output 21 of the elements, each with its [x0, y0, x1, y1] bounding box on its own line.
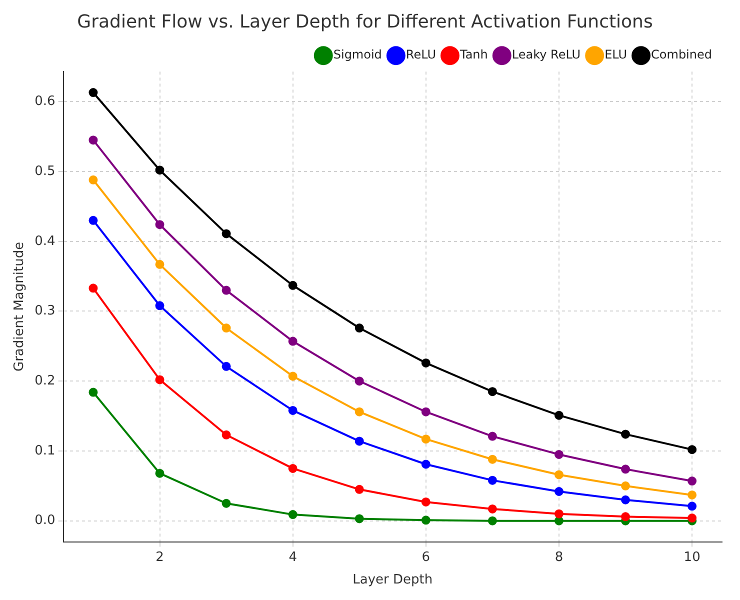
- x-tick-label: 2: [156, 550, 164, 565]
- legend-label: Combined: [651, 48, 712, 62]
- legend-label: Sigmoid: [333, 48, 382, 62]
- y-tick-label: 0.5: [34, 164, 56, 179]
- x-tick-label: 8: [554, 550, 564, 565]
- legend-label: Leaky ReLU: [512, 48, 581, 62]
- y-tick-label: 0.6: [34, 94, 56, 110]
- y-tick-label: 0.4: [34, 234, 56, 249]
- legend-label: ELU: [604, 48, 628, 62]
- x-axis-title: Layer Depth: [352, 572, 433, 588]
- y-tick-label: 0.2: [34, 373, 56, 388]
- legend-label: ReLU: [406, 48, 436, 62]
- x-tick-label: 10: [684, 550, 700, 565]
- legend-label: Tanh: [458, 48, 488, 62]
- y-tick-label: 0.3: [34, 304, 56, 319]
- y-tick-label: 0.1: [34, 443, 56, 458]
- y-axis-title: Gradient Magnitude: [12, 242, 28, 372]
- y-tick-label: 0.0: [34, 513, 56, 528]
- x-tick-label: 6: [422, 550, 430, 565]
- x-tick-label: 4: [288, 550, 297, 565]
- chart-title: Gradient Flow vs. Layer Depth for Different Activation Functions: [77, 11, 653, 32]
